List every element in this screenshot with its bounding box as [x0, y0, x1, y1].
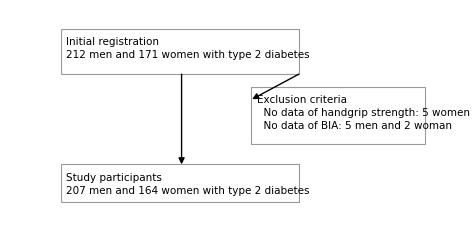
FancyBboxPatch shape	[61, 165, 299, 202]
FancyBboxPatch shape	[251, 87, 425, 144]
Text: Exclusion criteria
  No data of handgrip strength: 5 women
  No data of BIA: 5 m: Exclusion criteria No data of handgrip s…	[257, 94, 470, 131]
Text: Study participants
207 men and 164 women with type 2 diabetes: Study participants 207 men and 164 women…	[66, 172, 310, 195]
Text: Initial registration
212 men and 171 women with type 2 diabetes: Initial registration 212 men and 171 wom…	[66, 37, 310, 60]
FancyBboxPatch shape	[61, 30, 299, 75]
